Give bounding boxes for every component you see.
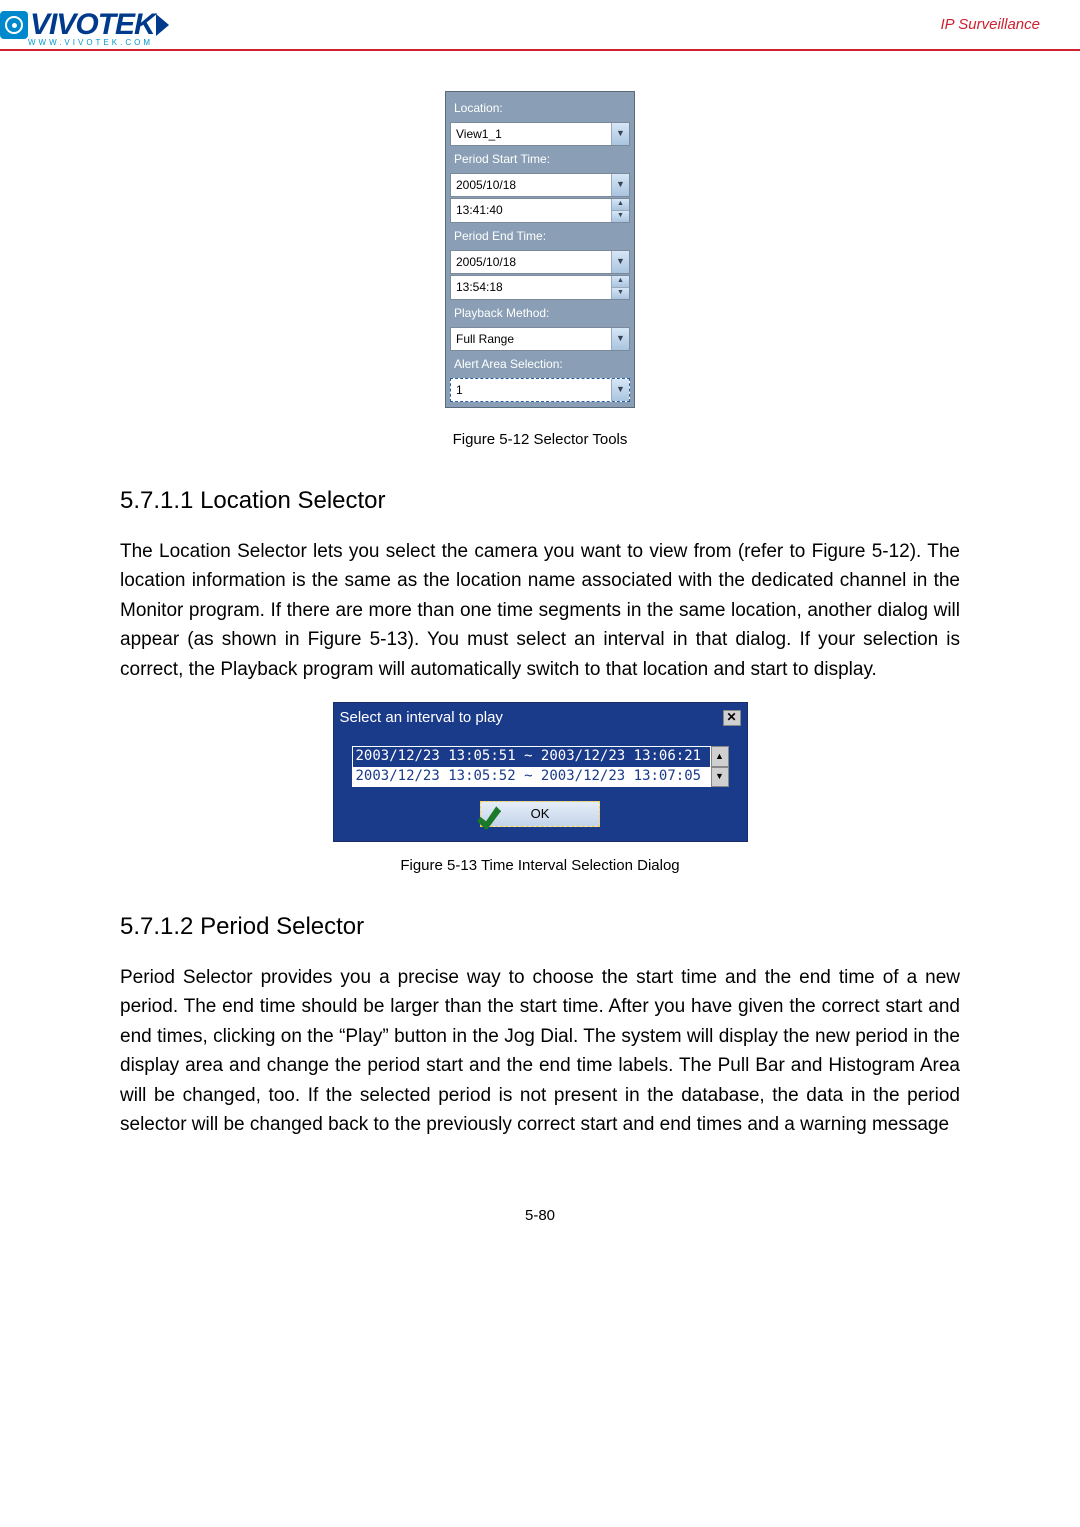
header-bar: VIVOTEK WWW.VIVOTEK.COM IP Surveillance [0,0,1080,51]
playback-method-label: Playback Method: [450,301,630,326]
start-date-dropdown[interactable]: 2005/10/18 ▼ [450,173,630,198]
spin-up-icon[interactable]: ▲ [612,199,629,211]
spin-up-icon[interactable]: ▲ [612,276,629,288]
page-number: 5-80 [0,1197,1080,1254]
location-label: Location: [450,96,630,121]
period-selector-heading: 5.7.1.2 Period Selector [120,908,960,945]
chevron-down-icon[interactable]: ▼ [611,251,629,274]
scroll-up-icon[interactable]: ▲ [711,746,729,767]
eye-icon [0,11,28,39]
chevron-down-icon[interactable]: ▼ [611,123,629,146]
playback-method-dropdown[interactable]: Full Range ▼ [450,327,630,352]
ok-button[interactable]: OK [480,801,600,827]
start-time-spinner[interactable]: 13:41:40 ▲ ▼ [450,198,630,223]
interval-dialog-titlebar: Select an interval to play ✕ [334,703,747,732]
selector-tools-panel: Location: View1_1 ▼ Period Start Time: 2… [445,91,635,408]
chevron-down-icon[interactable]: ▼ [611,174,629,197]
ok-label: OK [531,804,550,824]
ip-surveillance-label: IP Surveillance [941,16,1080,33]
end-date-dropdown[interactable]: 2005/10/18 ▼ [450,250,630,275]
start-date-value: 2005/10/18 [451,174,611,197]
period-end-label: Period End Time: [450,224,630,249]
spin-down-icon[interactable]: ▼ [612,211,629,222]
location-selector-paragraph: The Location Selector lets you select th… [120,537,960,684]
interval-item[interactable]: 2003/12/23 13:05:52 ~ 2003/12/23 13:07:0… [353,767,710,787]
page-content: Location: View1_1 ▼ Period Start Time: 2… [0,51,1080,1197]
end-time-spinner[interactable]: 13:54:18 ▲ ▼ [450,275,630,300]
logo: VIVOTEK WWW.VIVOTEK.COM [0,0,220,49]
interval-listbox[interactable]: 2003/12/23 13:05:51 ~ 2003/12/23 13:06:2… [352,746,729,787]
period-selector-paragraph: Period Selector provides you a precise w… [120,963,960,1140]
period-start-label: Period Start Time: [450,147,630,172]
start-time-value: 13:41:40 [451,199,611,222]
alert-area-label: Alert Area Selection: [450,352,630,377]
interval-dialog-title: Select an interval to play [340,706,503,729]
scroll-down-icon[interactable]: ▼ [711,767,729,788]
location-dropdown[interactable]: View1_1 ▼ [450,122,630,147]
logo-url: WWW.VIVOTEK.COM [0,38,220,47]
chevron-down-icon[interactable]: ▼ [611,379,629,402]
logo-text: VIVOTEK [30,8,155,42]
figure-5-12-caption: Figure 5-12 Selector Tools [120,428,960,451]
check-icon [477,806,501,830]
location-selector-heading: 5.7.1.1 Location Selector [120,482,960,519]
alert-area-value: 1 [451,379,611,402]
alert-area-dropdown[interactable]: 1 ▼ [450,378,630,403]
interval-dialog-body: 2003/12/23 13:05:51 ~ 2003/12/23 13:06:2… [334,732,747,841]
chevron-icon [156,14,169,36]
end-time-value: 13:54:18 [451,276,611,299]
playback-method-value: Full Range [451,328,611,351]
interval-scrollbar[interactable]: ▲ ▼ [711,746,729,787]
spin-down-icon[interactable]: ▼ [612,288,629,299]
interval-item-selected[interactable]: 2003/12/23 13:05:51 ~ 2003/12/23 13:06:2… [353,747,710,767]
interval-dialog: Select an interval to play ✕ 2003/12/23 … [333,702,748,842]
chevron-down-icon[interactable]: ▼ [611,328,629,351]
end-date-value: 2005/10/18 [451,251,611,274]
location-value: View1_1 [451,123,611,146]
figure-5-13-caption: Figure 5-13 Time Interval Selection Dial… [120,854,960,877]
close-button[interactable]: ✕ [723,710,741,726]
